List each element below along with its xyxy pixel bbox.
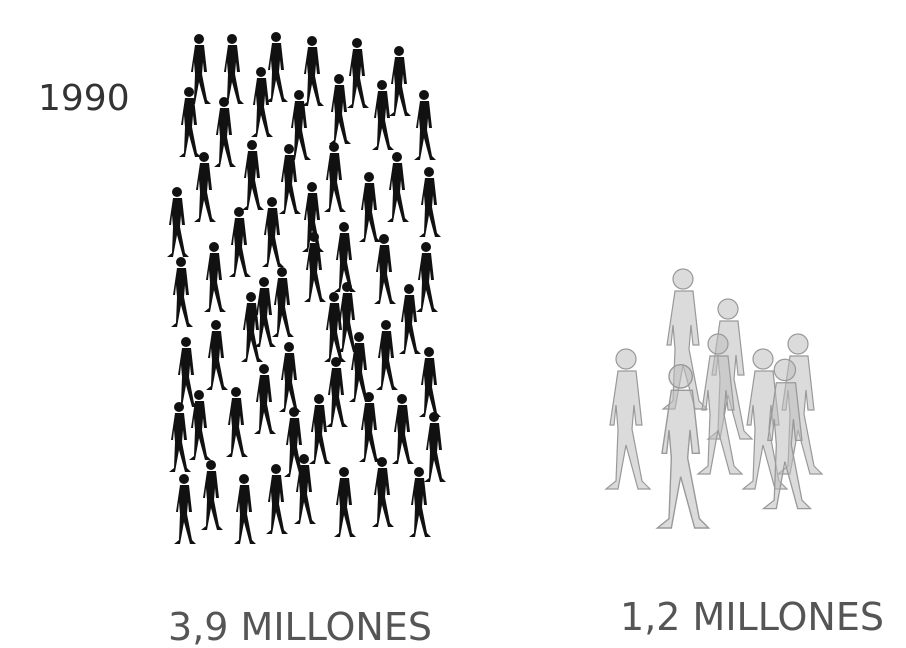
group-label: 3,9 MILLONES [168, 605, 432, 648]
group-label: 1,2 MILLONES [620, 595, 884, 639]
crowd-today [605, 268, 823, 530]
crowd-1990 [167, 32, 446, 544]
year-label: 1990 [38, 78, 130, 119]
